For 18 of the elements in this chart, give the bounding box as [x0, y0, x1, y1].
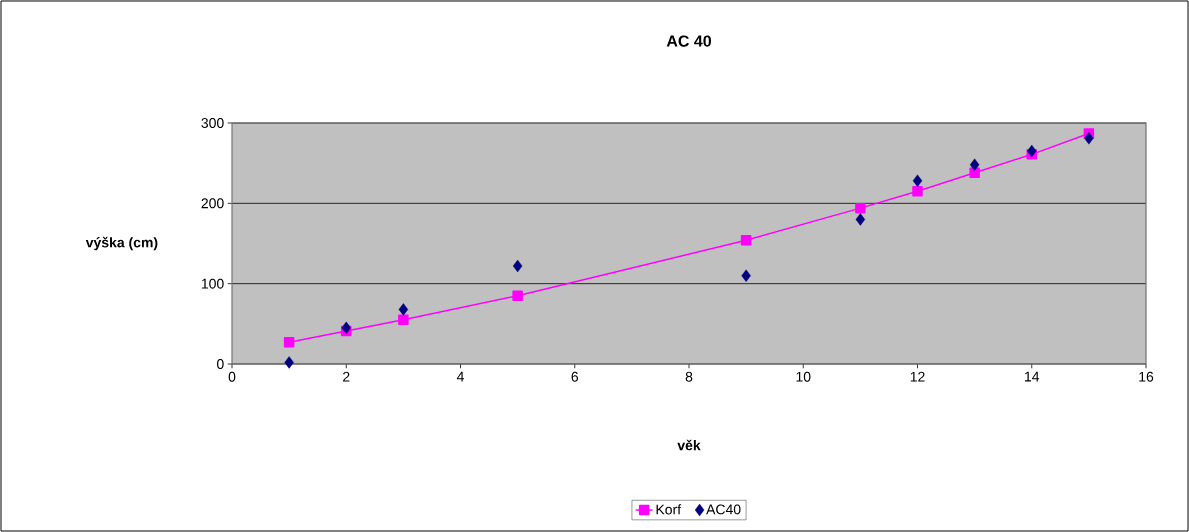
- chart-title: AC 40: [666, 35, 712, 47]
- x-tick-label: 6: [571, 371, 579, 382]
- y-tick-label: 300: [201, 118, 224, 128]
- legend-label: AC40: [706, 504, 741, 515]
- x-tick-label: 14: [1025, 371, 1040, 382]
- x-tick-label: 8: [685, 371, 693, 382]
- y-tick-label: 200: [201, 198, 224, 209]
- x-tick-label: 16: [1139, 371, 1154, 382]
- y-axis-title: výška (cm): [85, 236, 158, 251]
- x-tick-label: 2: [343, 371, 350, 382]
- y-tick-label: 100: [201, 278, 224, 289]
- x-tick-label: 4: [456, 371, 464, 382]
- x-tick-label: 10: [796, 371, 811, 382]
- x-tick-label: 12: [910, 371, 925, 382]
- x-axis-title: věk: [677, 439, 701, 451]
- y-tick-label: 0: [216, 359, 224, 369]
- legend-label: Korf: [656, 504, 682, 515]
- x-tick-label: 0: [228, 371, 236, 382]
